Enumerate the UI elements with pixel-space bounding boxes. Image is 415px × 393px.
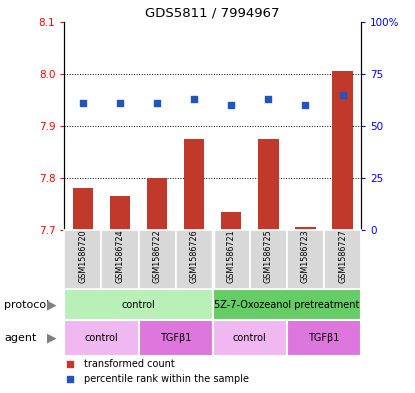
Text: protocol: protocol — [4, 299, 49, 310]
Bar — [250, 230, 287, 289]
Point — [265, 95, 272, 102]
Bar — [213, 289, 361, 320]
Text: TGFβ1: TGFβ1 — [160, 333, 191, 343]
Text: ▶: ▶ — [47, 298, 57, 311]
Text: control: control — [85, 333, 118, 343]
Text: percentile rank within the sample: percentile rank within the sample — [83, 374, 249, 384]
Bar — [287, 320, 361, 356]
Bar — [221, 212, 242, 230]
Bar — [324, 230, 361, 289]
Bar — [101, 230, 139, 289]
Text: GSM1586726: GSM1586726 — [190, 230, 199, 283]
Bar — [139, 230, 176, 289]
Bar — [332, 71, 353, 230]
Text: ▶: ▶ — [47, 331, 57, 345]
Point — [228, 102, 234, 108]
Text: transformed count: transformed count — [83, 358, 174, 369]
Text: GSM1586724: GSM1586724 — [115, 230, 124, 283]
Bar — [176, 230, 213, 289]
Bar — [64, 320, 139, 356]
Bar — [73, 188, 93, 230]
Text: GSM1586722: GSM1586722 — [153, 230, 161, 283]
Text: agent: agent — [4, 333, 37, 343]
Bar — [64, 289, 213, 320]
Text: control: control — [233, 333, 267, 343]
Point — [154, 100, 160, 106]
Point — [117, 100, 123, 106]
Bar — [110, 196, 130, 230]
Bar — [139, 320, 213, 356]
Text: GSM1586723: GSM1586723 — [301, 230, 310, 283]
Bar — [258, 139, 278, 230]
Bar — [184, 139, 204, 230]
Text: GSM1586727: GSM1586727 — [338, 230, 347, 283]
Bar — [213, 320, 287, 356]
Bar — [287, 230, 324, 289]
Text: GSM1586720: GSM1586720 — [78, 230, 88, 283]
Text: GSM1586721: GSM1586721 — [227, 230, 236, 283]
Point — [339, 91, 346, 97]
Text: 5Z-7-Oxozeanol pretreatment: 5Z-7-Oxozeanol pretreatment — [214, 299, 359, 310]
Point — [67, 360, 73, 367]
Bar — [213, 230, 250, 289]
Point — [191, 95, 198, 102]
Point — [302, 102, 309, 108]
Text: GSM1586725: GSM1586725 — [264, 230, 273, 283]
Point — [67, 376, 73, 382]
Text: TGFβ1: TGFβ1 — [308, 333, 339, 343]
Bar — [147, 178, 167, 230]
Bar — [64, 230, 101, 289]
Title: GDS5811 / 7994967: GDS5811 / 7994967 — [145, 6, 280, 19]
Text: control: control — [122, 299, 155, 310]
Bar — [295, 227, 316, 230]
Point — [80, 100, 86, 106]
